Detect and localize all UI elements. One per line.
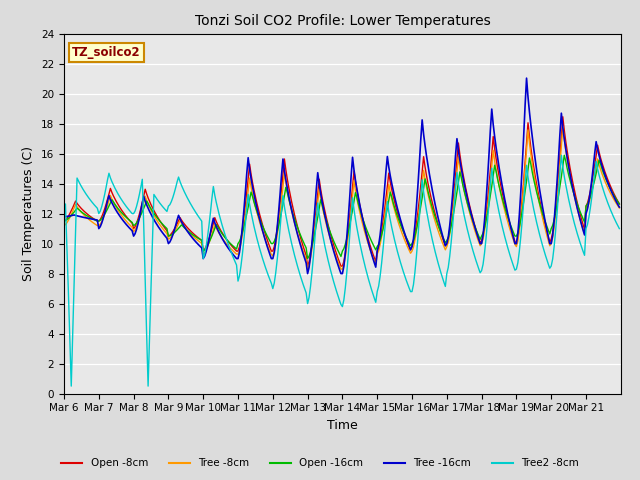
- Title: Tonzi Soil CO2 Profile: Lower Temperatures: Tonzi Soil CO2 Profile: Lower Temperatur…: [195, 14, 490, 28]
- Y-axis label: Soil Temperatures (C): Soil Temperatures (C): [22, 146, 35, 281]
- Legend: Open -8cm, Tree -8cm, Open -16cm, Tree -16cm, Tree2 -8cm: Open -8cm, Tree -8cm, Open -16cm, Tree -…: [57, 454, 583, 472]
- X-axis label: Time: Time: [327, 419, 358, 432]
- Text: TZ_soilco2: TZ_soilco2: [72, 46, 141, 59]
